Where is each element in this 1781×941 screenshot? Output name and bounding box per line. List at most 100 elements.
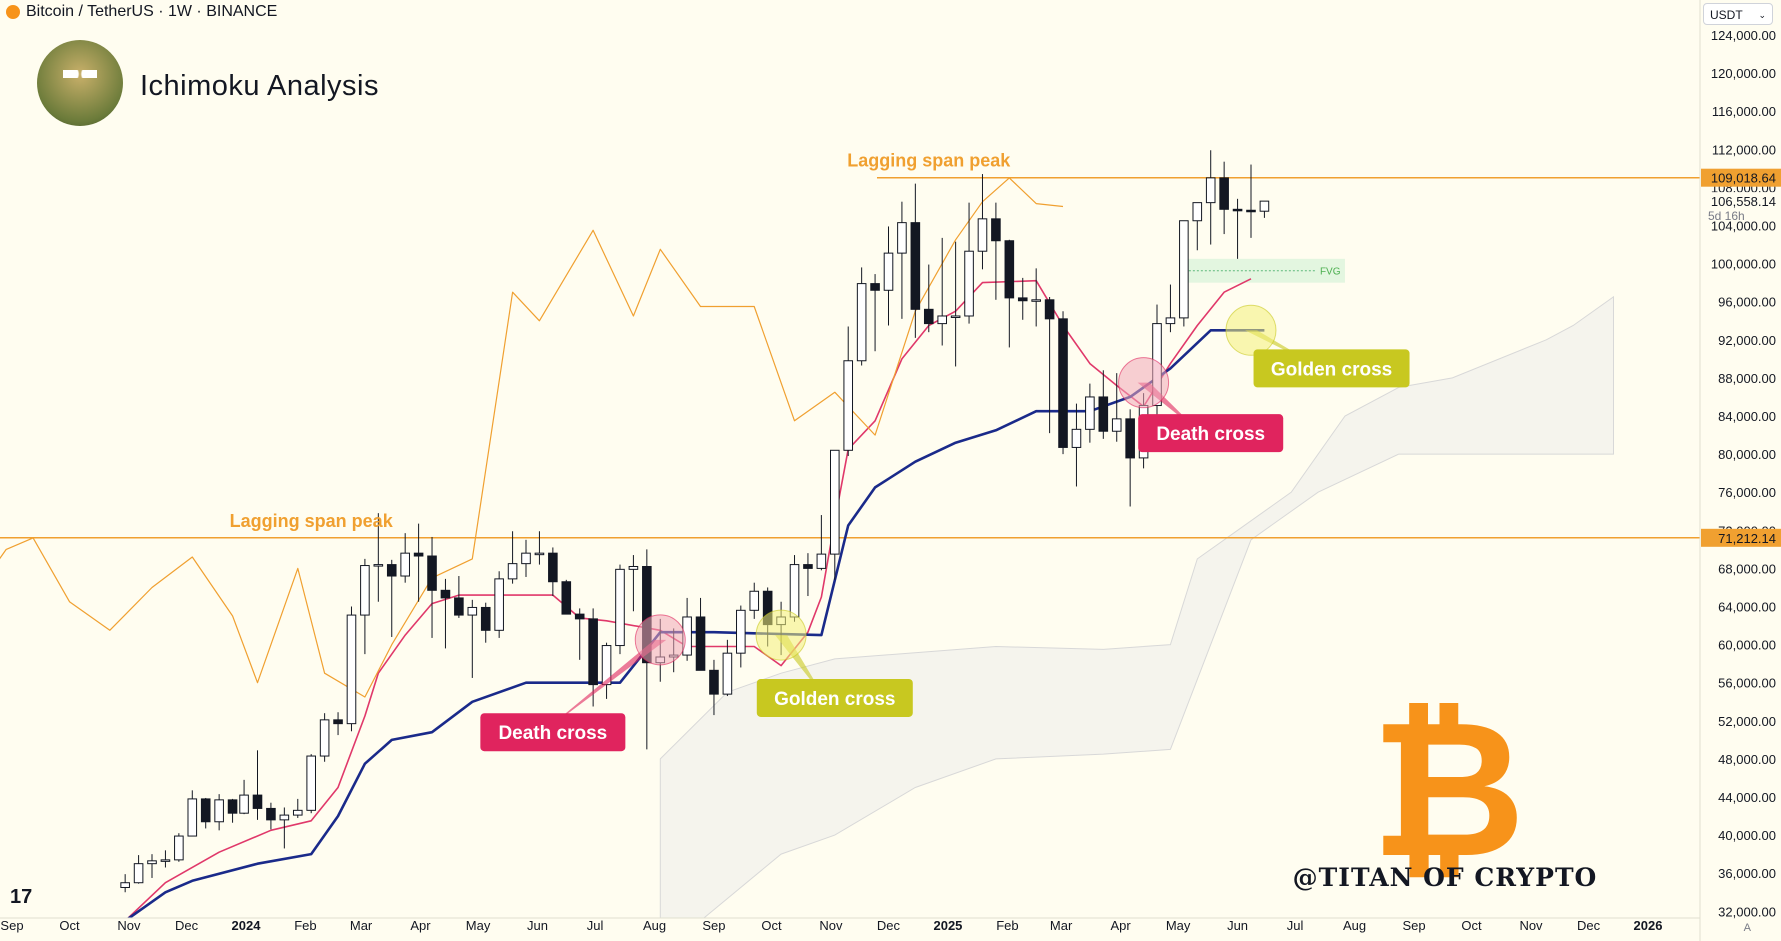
candle [279, 807, 290, 849]
candle-body-down [803, 564, 813, 569]
candle-body-up [722, 652, 733, 695]
candle [883, 226, 894, 326]
price-tick-label: 56,000.00 [1718, 676, 1776, 691]
symbol-header[interactable]: Bitcoin / TetherUS · 1W · BINANCE [6, 3, 277, 21]
price-axis-bg [1700, 0, 1781, 941]
price-tick-label: 120,000.00 [1711, 66, 1776, 81]
time-tick-label: Dec [877, 918, 901, 933]
candle [1044, 296, 1055, 434]
bitcoin-logo-icon: ₿ [1371, 679, 1526, 900]
candle [1259, 200, 1270, 218]
golden-cross-badge [1253, 349, 1410, 388]
time-tick-label: Jun [527, 918, 548, 933]
candle-body-down [1004, 240, 1015, 299]
time-tick-label: 2024 [232, 918, 262, 933]
price-tick-label: 104,000.00 [1711, 219, 1776, 234]
price-tick-label: 40,000.00 [1718, 828, 1776, 843]
time-tick-label: 2025 [933, 918, 962, 933]
candle-body-down [642, 565, 652, 664]
candle-body-down [266, 807, 276, 821]
candle [628, 555, 639, 612]
candle [722, 639, 733, 697]
candle [856, 267, 867, 366]
candle-body-up [507, 563, 518, 580]
candle-body-down [1232, 208, 1243, 212]
candle [1004, 239, 1015, 348]
currency-select[interactable]: USDT ⌄ [1703, 3, 1773, 25]
time-tick-label: 2026 [1634, 918, 1663, 933]
price-tick-label: 76,000.00 [1718, 485, 1776, 500]
time-tick-label: Jul [1287, 918, 1304, 933]
candle-body-down [1125, 418, 1135, 459]
candle [467, 599, 478, 678]
candle [897, 201, 907, 319]
candle [1058, 311, 1068, 455]
candle-body-down [1058, 318, 1068, 448]
candle [1179, 220, 1189, 327]
price-tick-label: 124,000.00 [1711, 28, 1776, 43]
candle [964, 202, 974, 324]
auto-scale-button[interactable]: A [1743, 922, 1751, 934]
fvg-zone [1183, 258, 1345, 283]
candle [507, 531, 518, 584]
candle-body-up [789, 564, 800, 618]
candle [333, 712, 343, 736]
last-price-label: 106,558.14 [1711, 194, 1776, 209]
price-tick-label: 92,000.00 [1718, 333, 1776, 348]
candle-body-down [870, 283, 880, 291]
candle [803, 553, 813, 597]
death-cross-pointer [542, 639, 667, 733]
candle-body-up [239, 794, 249, 814]
time-tick-label: Jul [587, 918, 604, 933]
lagging-span-peak-label: Lagging span peak [847, 151, 1011, 171]
author-avatar [37, 40, 123, 126]
golden-cross-label: Golden cross [1271, 359, 1392, 380]
time-tick-label: Oct [761, 918, 782, 933]
candle-body-up [1192, 202, 1203, 222]
candle [682, 597, 692, 661]
ichimoku-cloud [659, 295, 1614, 918]
lagging-span-peak-label: Lagging span peak [230, 511, 394, 531]
candle [574, 608, 585, 660]
time-tick-label: Feb [294, 918, 316, 933]
candle [534, 531, 545, 565]
time-tick-label: May [466, 918, 491, 933]
candle [1219, 161, 1229, 235]
time-tick-label: Feb [996, 918, 1018, 933]
candle [923, 264, 934, 333]
candle-body-up [628, 565, 639, 570]
tradingview-logo[interactable]: 17 [10, 886, 33, 908]
time-tick-label: Mar [350, 918, 373, 933]
candle-body-up [1031, 299, 1041, 302]
candle [1205, 150, 1216, 245]
candle-body-down [427, 555, 437, 591]
candle [950, 241, 961, 367]
candle [816, 515, 827, 571]
price-tick-label: 64,000.00 [1718, 600, 1776, 615]
candle [843, 326, 854, 457]
candle-body-up [467, 606, 478, 616]
candle-body-down [588, 618, 598, 686]
price-tick-label: 116,000.00 [1712, 104, 1776, 119]
candle-body-up [360, 565, 370, 616]
candle-body-up [1259, 200, 1270, 212]
last-price-tag [1701, 192, 1781, 221]
candle [588, 608, 598, 707]
candle-body-down [227, 799, 238, 814]
candle [292, 798, 303, 818]
price-tick-label: 96,000.00 [1718, 295, 1776, 310]
candle [400, 533, 410, 583]
candle-body-up [1085, 396, 1095, 430]
candle-body-up [1071, 428, 1082, 448]
time-tick-label: Nov [1519, 918, 1543, 933]
candle [937, 237, 947, 346]
candle [695, 597, 706, 671]
candle-body-up [346, 614, 357, 725]
candle-body-up [937, 315, 947, 325]
candle [709, 659, 719, 716]
time-tick-label: Sep [0, 918, 23, 933]
time-tick-label: Nov [117, 918, 141, 933]
time-tick-label: Oct [59, 918, 80, 933]
lagging-line [0, 177, 1064, 698]
